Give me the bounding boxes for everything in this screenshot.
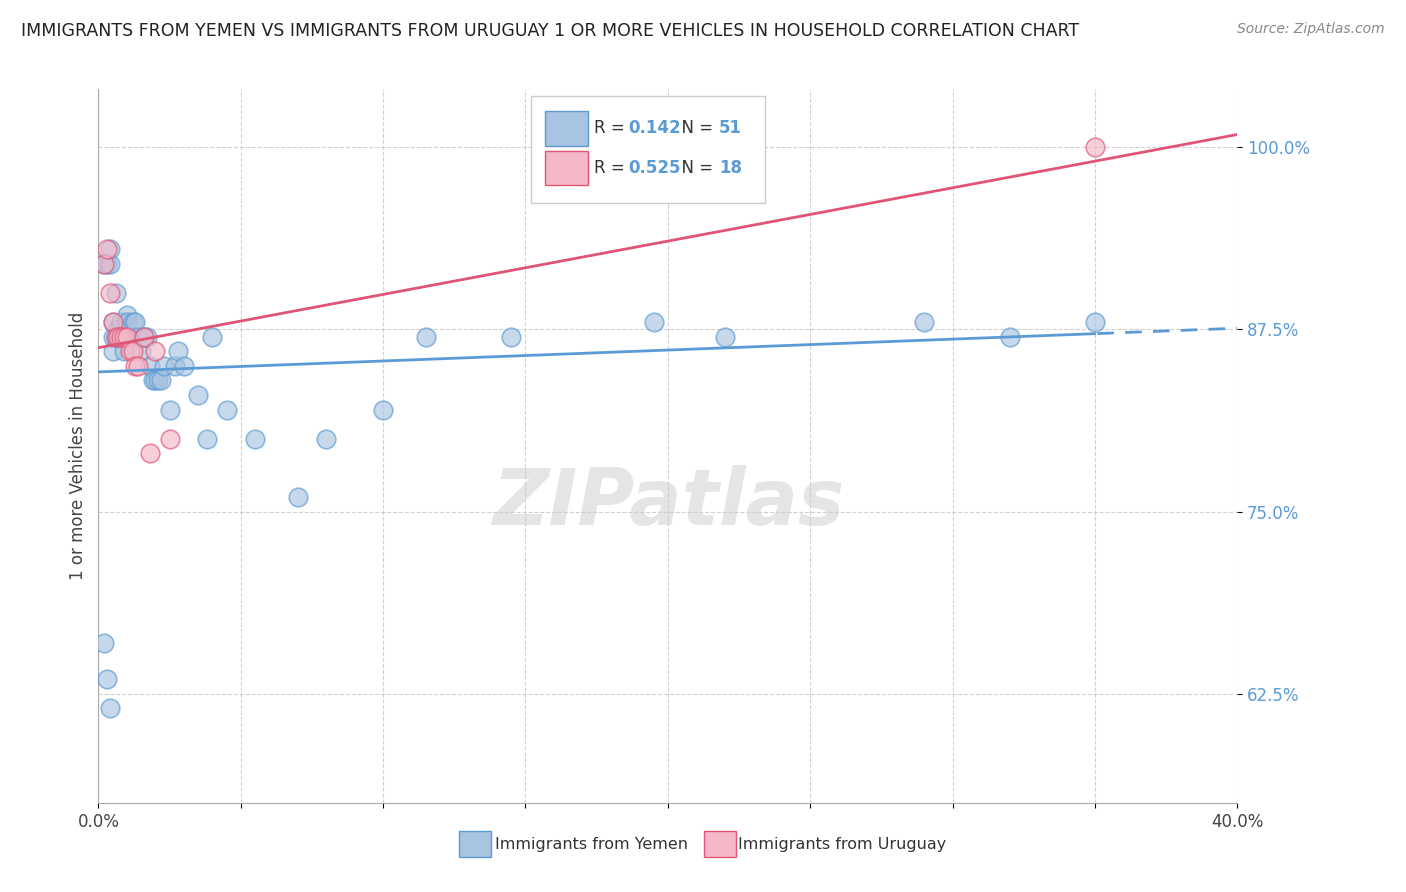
Point xyxy=(127,359,149,373)
Point xyxy=(93,257,115,271)
Point xyxy=(373,402,395,417)
FancyBboxPatch shape xyxy=(531,96,765,203)
Point xyxy=(112,330,135,344)
Point xyxy=(201,330,224,344)
Point xyxy=(998,330,1021,344)
Point xyxy=(112,344,135,359)
Point xyxy=(153,359,176,373)
Point xyxy=(121,330,143,344)
Point xyxy=(187,388,209,402)
Point xyxy=(315,432,337,446)
Text: N =: N = xyxy=(671,120,718,137)
Point xyxy=(104,286,127,301)
Point xyxy=(96,243,118,257)
Text: R =: R = xyxy=(593,120,630,137)
Text: Source: ZipAtlas.com: Source: ZipAtlas.com xyxy=(1237,22,1385,37)
FancyBboxPatch shape xyxy=(546,151,588,185)
Point xyxy=(93,635,115,649)
FancyBboxPatch shape xyxy=(546,112,588,145)
Point xyxy=(101,330,124,344)
Point xyxy=(150,374,173,388)
Point xyxy=(159,432,181,446)
Point xyxy=(1084,140,1107,154)
Point xyxy=(115,308,138,322)
Point xyxy=(98,701,121,715)
Text: Immigrants from Yemen: Immigrants from Yemen xyxy=(495,837,688,852)
Text: 51: 51 xyxy=(718,120,742,137)
Point xyxy=(104,330,127,344)
Point xyxy=(243,432,266,446)
Point xyxy=(132,330,155,344)
Point xyxy=(501,330,523,344)
Point xyxy=(107,330,129,344)
Point xyxy=(167,344,190,359)
Point xyxy=(98,286,121,301)
Point xyxy=(145,374,167,388)
FancyBboxPatch shape xyxy=(704,831,737,857)
FancyBboxPatch shape xyxy=(460,831,491,857)
Point xyxy=(135,330,157,344)
Point xyxy=(101,315,124,329)
Point xyxy=(127,330,149,344)
Point xyxy=(118,344,141,359)
Point xyxy=(96,257,118,271)
Point xyxy=(138,446,160,460)
Point xyxy=(714,330,737,344)
Text: ZIPatlas: ZIPatlas xyxy=(492,465,844,541)
Point xyxy=(115,315,138,329)
Point xyxy=(96,672,118,686)
Point xyxy=(121,315,143,329)
Point xyxy=(112,330,135,344)
Point xyxy=(104,330,127,344)
Y-axis label: 1 or more Vehicles in Household: 1 or more Vehicles in Household xyxy=(69,312,87,580)
Point xyxy=(415,330,437,344)
Point xyxy=(121,344,143,359)
Point xyxy=(118,330,141,344)
Point xyxy=(148,374,170,388)
Point xyxy=(165,359,187,373)
Text: 0.142: 0.142 xyxy=(628,120,681,137)
Point xyxy=(124,359,146,373)
Point xyxy=(110,330,132,344)
Text: IMMIGRANTS FROM YEMEN VS IMMIGRANTS FROM URUGUAY 1 OR MORE VEHICLES IN HOUSEHOLD: IMMIGRANTS FROM YEMEN VS IMMIGRANTS FROM… xyxy=(21,22,1080,40)
Point xyxy=(215,402,238,417)
Point xyxy=(912,315,935,329)
Point xyxy=(145,344,167,359)
Point xyxy=(110,315,132,329)
Point xyxy=(101,315,124,329)
Point xyxy=(101,344,124,359)
Point xyxy=(129,344,152,359)
Point xyxy=(132,330,155,344)
Point xyxy=(141,374,163,388)
Text: R =: R = xyxy=(593,159,630,177)
Point xyxy=(132,330,155,344)
Point xyxy=(115,330,138,344)
Point xyxy=(1084,315,1107,329)
Point xyxy=(107,322,129,336)
Point xyxy=(159,402,181,417)
Point xyxy=(195,432,218,446)
Point xyxy=(93,257,115,271)
Point xyxy=(138,359,160,373)
Text: Immigrants from Uruguay: Immigrants from Uruguay xyxy=(738,837,946,852)
Point xyxy=(287,490,309,504)
Point xyxy=(98,243,121,257)
Text: 0.525: 0.525 xyxy=(628,159,681,177)
Point xyxy=(173,359,195,373)
Point xyxy=(124,315,146,329)
Point xyxy=(110,330,132,344)
Text: 18: 18 xyxy=(718,159,742,177)
Text: N =: N = xyxy=(671,159,718,177)
Point xyxy=(643,315,665,329)
Point xyxy=(107,330,129,344)
Point xyxy=(98,257,121,271)
